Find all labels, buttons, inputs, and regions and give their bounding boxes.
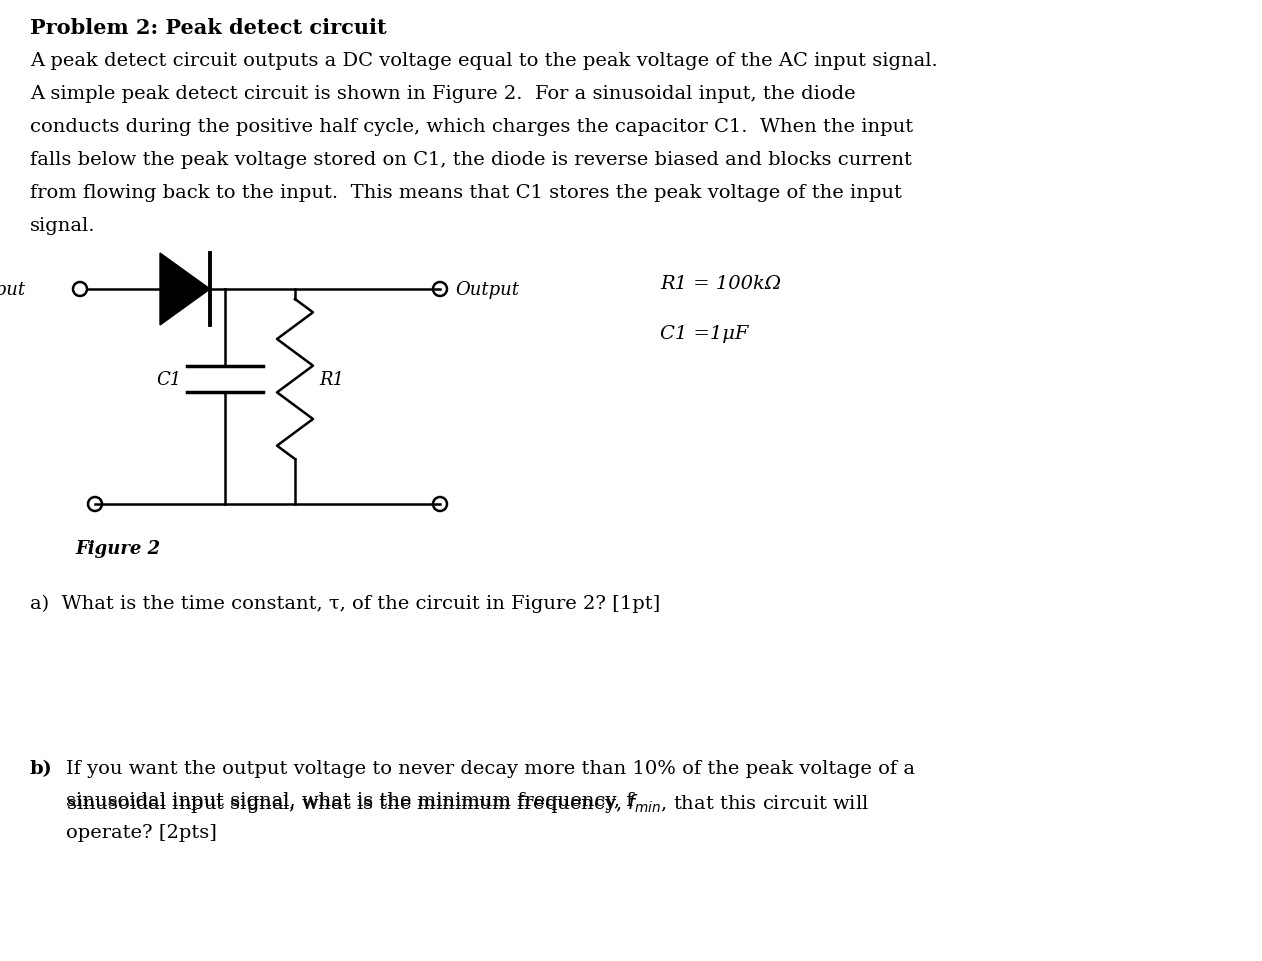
Text: a)  What is the time constant, τ, of the circuit in Figure 2? [1pt]: a) What is the time constant, τ, of the … <box>30 595 660 612</box>
Text: Output: Output <box>456 281 519 299</box>
Text: b): b) <box>30 759 53 777</box>
Text: Figure 2: Figure 2 <box>74 539 160 557</box>
Text: sinusoidal input signal, what is the minimum frequency, $f_{min}$, that this cir: sinusoidal input signal, what is the min… <box>66 791 870 814</box>
Text: operate? [2pts]: operate? [2pts] <box>66 824 217 841</box>
Text: C1: C1 <box>156 371 182 388</box>
Text: Input: Input <box>0 281 25 299</box>
Polygon shape <box>160 254 209 326</box>
Text: A peak detect circuit outputs a DC voltage equal to the peak voltage of the AC i: A peak detect circuit outputs a DC volta… <box>30 52 938 70</box>
Text: falls below the peak voltage stored on C1, the diode is reverse biased and block: falls below the peak voltage stored on C… <box>30 151 912 169</box>
Text: conducts during the positive half cycle, which charges the capacitor C1.  When t: conducts during the positive half cycle,… <box>30 118 914 136</box>
Text: signal.: signal. <box>30 217 96 234</box>
Text: Problem 2: Peak detect circuit: Problem 2: Peak detect circuit <box>30 18 386 38</box>
Text: A simple peak detect circuit is shown in Figure 2.  For a sinusoidal input, the : A simple peak detect circuit is shown in… <box>30 85 856 103</box>
Text: R1 = 100kΩ: R1 = 100kΩ <box>660 275 781 293</box>
Text: sinusoidal input signal, what is the minimum frequency, f: sinusoidal input signal, what is the min… <box>66 791 634 809</box>
Text: R1: R1 <box>319 371 345 388</box>
Text: C1 =1μF: C1 =1μF <box>660 325 748 343</box>
Text: If you want the output voltage to never decay more than 10% of the peak voltage : If you want the output voltage to never … <box>66 759 915 777</box>
Text: from flowing back to the input.  This means that C1 stores the peak voltage of t: from flowing back to the input. This mea… <box>30 184 902 202</box>
